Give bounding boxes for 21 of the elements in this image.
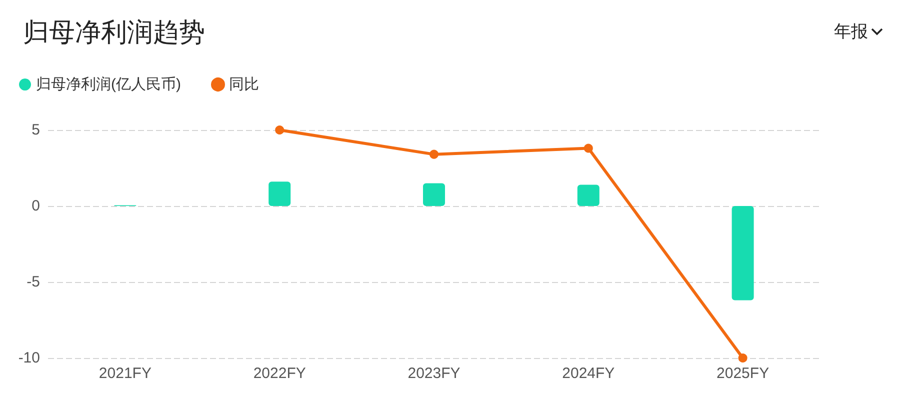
legend-label: 同比 — [228, 76, 259, 93]
x-tick-label: 2022FY — [253, 365, 306, 382]
bar — [423, 183, 445, 206]
legend-label: 归母净利润(亿人民币) — [36, 76, 181, 93]
chart-title: 归母净利润趋势 — [23, 17, 205, 47]
bar — [268, 182, 291, 206]
point — [275, 126, 284, 134]
x-tick-label: 2024FY — [562, 365, 615, 382]
text: 年报 — [834, 21, 868, 43]
point — [738, 354, 748, 362]
y-tick-label: -10 — [18, 350, 40, 366]
x-tick-label: 2021FY — [98, 365, 152, 382]
x-tick-label: 2023FY — [408, 365, 460, 382]
y-tick-label: 5 — [32, 122, 40, 138]
point — [584, 144, 593, 153]
point — [430, 150, 438, 159]
y-tick-label: -5 — [26, 274, 40, 290]
bar — [732, 206, 754, 300]
x-tick-label: 2025FY — [716, 365, 770, 382]
y-tick-label: 0 — [32, 198, 40, 214]
bar — [577, 184, 600, 206]
